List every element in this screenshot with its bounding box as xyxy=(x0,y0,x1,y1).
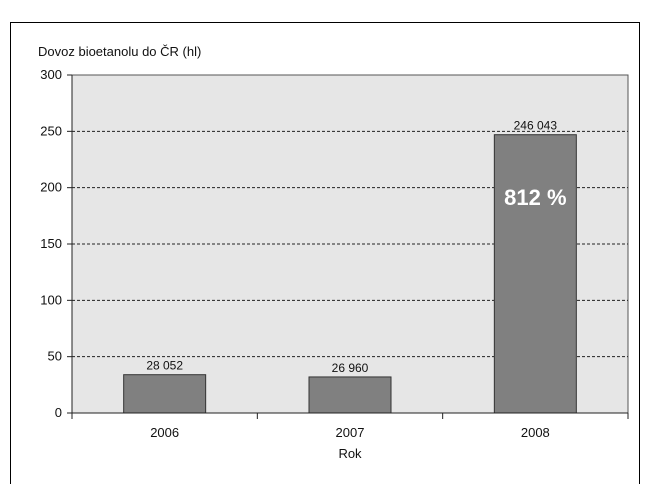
data-label-2007: 26 960 xyxy=(332,361,369,375)
data-label-2006: 28 052 xyxy=(146,359,183,373)
x-tick-label: 2007 xyxy=(336,425,365,440)
bar-2006 xyxy=(123,374,207,414)
data-label-2008: 246 043 xyxy=(514,119,558,133)
chart-frame xyxy=(10,22,640,484)
y-axis-title: Dovoz bioetanolu do ČR (hl) xyxy=(38,44,201,59)
growth-annotation: 812 % xyxy=(504,185,566,210)
y-tick-label: 250 xyxy=(40,123,62,138)
bar-2007 xyxy=(308,376,392,414)
x-tick-label: 2006 xyxy=(150,425,179,440)
y-tick-label: 50 xyxy=(48,349,62,364)
y-tick-label: 100 xyxy=(40,292,62,307)
y-tick-label: 0 xyxy=(55,405,62,420)
x-axis-title: Rok xyxy=(338,446,362,461)
y-tick-label: 150 xyxy=(40,236,62,251)
y-tick-label: 300 xyxy=(40,67,62,82)
bar-2008 xyxy=(493,134,577,414)
x-tick-label: 2008 xyxy=(521,425,550,440)
y-tick-label: 200 xyxy=(40,180,62,195)
